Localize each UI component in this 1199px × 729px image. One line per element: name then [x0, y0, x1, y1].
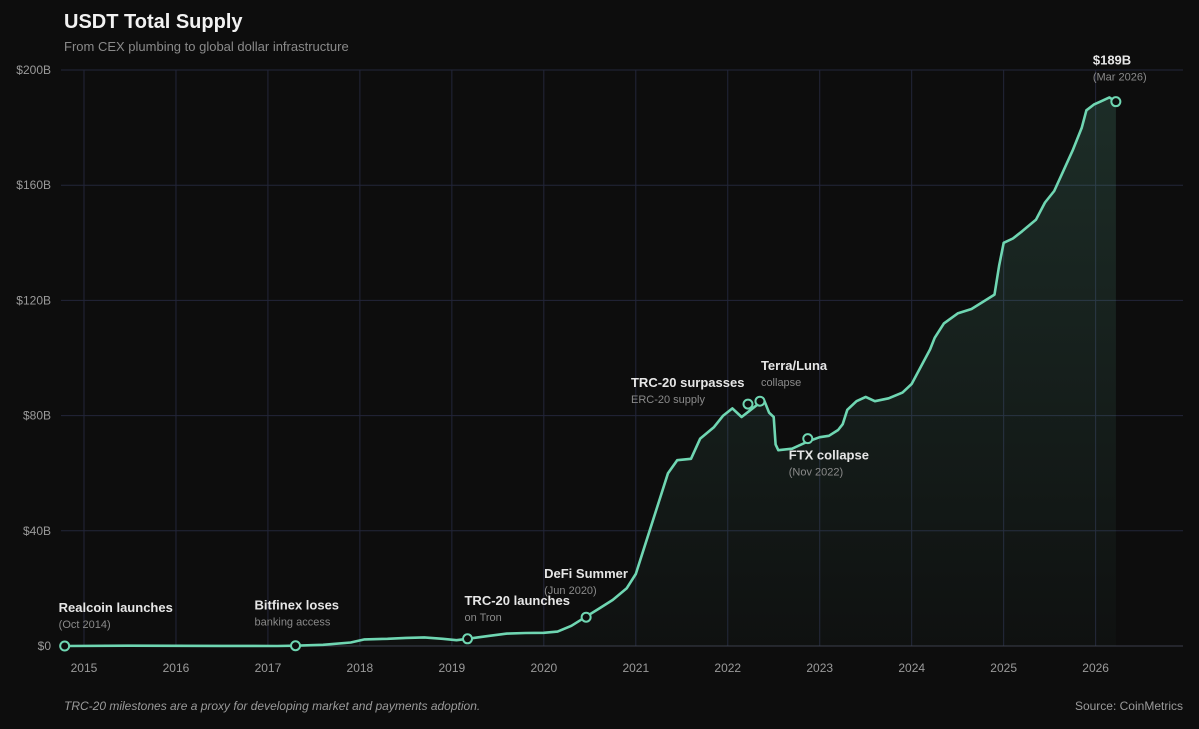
- x-tick-label: 2026: [1082, 661, 1109, 675]
- x-tick-label: 2017: [255, 661, 282, 675]
- x-tick-label: 2016: [163, 661, 190, 675]
- x-tick-label: 2015: [71, 661, 98, 675]
- chart-subtitle: From CEX plumbing to global dollar infra…: [64, 39, 349, 54]
- milestone-marker: [461, 633, 473, 645]
- x-tick-label: 2024: [898, 661, 925, 675]
- axis-layer: $0 $40B $80B $120B $160B $200B 2015 2016 2017 201…: [16, 63, 1183, 675]
- footnote: TRC-20 milestones are a proxy for develo…: [64, 699, 481, 713]
- milestone-sublabel: (Nov 2022): [789, 467, 843, 479]
- milestone-marker: [802, 433, 814, 445]
- milestone-label: TRC-20 launches: [464, 593, 569, 608]
- milestone-marker: [59, 640, 71, 652]
- milestone-sublabel: (Oct 2014): [59, 619, 111, 631]
- milestone-marker: [1110, 96, 1122, 108]
- source-credit: Source: CoinMetrics: [1074, 699, 1183, 713]
- milestone-label: Terra/Luna: [761, 358, 828, 373]
- x-tick-label: 2018: [347, 661, 374, 675]
- milestone-marker: [754, 395, 766, 407]
- milestone-sublabel: collapse: [761, 377, 801, 389]
- x-tick-label: 2021: [622, 661, 649, 675]
- milestone-marker: [580, 611, 592, 623]
- y-tick-label: $0: [38, 639, 52, 653]
- milestone-sublabel: on Tron: [464, 612, 501, 624]
- milestone-label: TRC-20 surpasses: [631, 375, 744, 390]
- annotation-layer: Realcoin launches (Oct 2014) Bitfinex lose…: [59, 53, 1147, 652]
- y-tick-label: $200B: [16, 63, 51, 77]
- milestone-sublabel: banking access: [255, 617, 331, 629]
- milestone-label: $189B: [1093, 53, 1131, 68]
- x-tick-label: 2025: [990, 661, 1017, 675]
- milestone-sublabel: (Mar 2026): [1093, 72, 1147, 84]
- supply-area-fill: [64, 97, 1116, 646]
- milestone-label: Bitfinex loses: [255, 598, 340, 613]
- y-tick-label: $160B: [16, 178, 51, 192]
- milestone-label: Realcoin launches: [59, 600, 173, 615]
- milestone-label: FTX collapse: [789, 448, 869, 463]
- x-tick-label: 2022: [714, 661, 741, 675]
- y-tick-label: $120B: [16, 293, 51, 307]
- x-tick-label: 2023: [806, 661, 833, 675]
- series-layer: [63, 96, 1118, 648]
- milestone-label: DeFi Summer: [544, 566, 628, 581]
- milestone-sublabel: ERC-20 supply: [631, 394, 705, 406]
- milestone-sublabel: (Jun 2020): [544, 585, 597, 597]
- y-tick-label: $80B: [23, 409, 51, 423]
- x-tick-label: 2019: [439, 661, 466, 675]
- y-tick-label: $40B: [23, 524, 51, 538]
- milestone-marker: [742, 398, 754, 410]
- x-tick-label: 2020: [530, 661, 557, 675]
- milestone-marker: [290, 640, 302, 652]
- chart-title: USDT Total Supply: [64, 11, 243, 33]
